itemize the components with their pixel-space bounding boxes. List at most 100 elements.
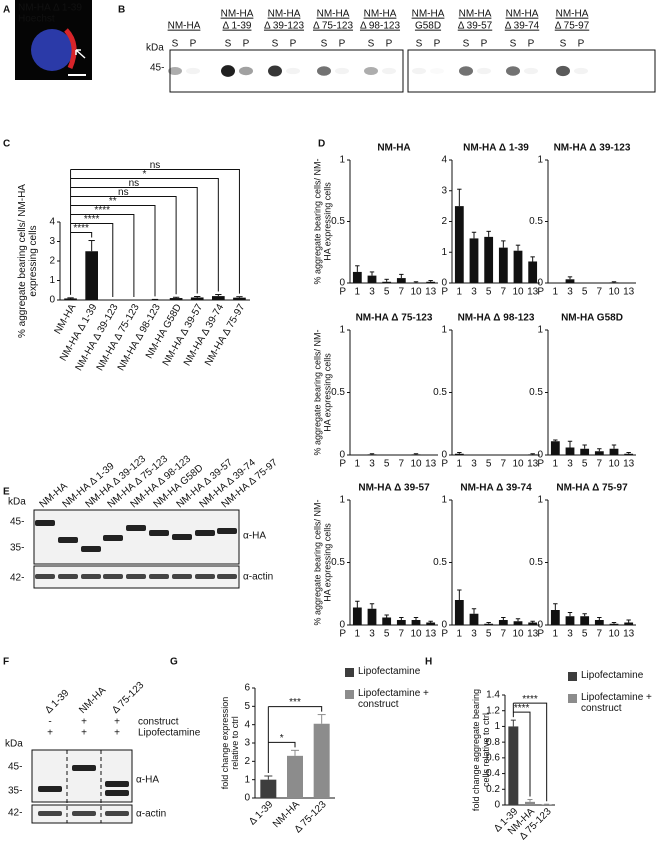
error-bar [567,440,573,448]
significance-label: **** [514,703,530,714]
panel-letter: H [425,657,432,668]
x-tick-label: 1 [457,629,463,640]
error-bar [355,265,360,272]
fraction-label: P [339,39,346,50]
lane-label: Δ 98-123 [360,21,400,32]
significance-bracket [70,223,114,297]
legend-label: Lipofectamine + construct [358,688,429,710]
bar [469,238,479,283]
chart-title: NM-HA Δ 39-74 [460,483,532,494]
y-tick-label: 0.4 [486,768,500,779]
legend-swatch [568,672,577,681]
significance-label: ns [150,160,161,171]
error-bar [457,188,462,207]
y-tick-label: 4 [244,719,250,730]
x-tick-label: 5 [486,459,492,470]
condition-label: construct [138,717,179,728]
chart-title: NM-HA Δ 98-123 [458,313,535,324]
error-bar [486,230,491,237]
x-tick-label: 10 [608,459,620,470]
x-tick-label: 13 [623,629,635,640]
significance-bracket [513,711,531,797]
panel-letter: A [3,5,10,16]
error-bar [88,240,95,252]
y-tick-label: 1 [537,325,543,336]
band [72,811,96,816]
bar [382,617,392,625]
x-tick-label: 3 [369,459,375,470]
bar [565,616,575,625]
x-tick-label: 10 [512,287,524,298]
blot [407,49,656,93]
bar [580,616,590,625]
bar [411,454,421,455]
y-tick-label: 1 [441,247,447,258]
y-tick-label: 0.5 [331,387,345,398]
significance-label: ns [129,178,140,189]
condition-label: Lipofectamine [138,728,201,739]
x-tick-label: 1 [553,459,559,470]
x-tick-label: 10 [410,629,422,640]
y-tick-label: 0.5 [433,387,447,398]
error-bar [264,775,273,780]
bar [513,250,523,283]
y-tick-label: 2 [49,256,55,267]
x-tick-label: 3 [369,287,375,298]
legend-label-box: Lipofectamine [358,666,420,677]
band [103,574,123,579]
x-axis-label: P [339,629,346,640]
bar [594,620,604,625]
stain-label: NM-HA Δ 1-39 [18,3,82,14]
band [286,67,300,75]
legend-label: Lipofectamine + construct [581,692,652,714]
bar [396,278,406,283]
y-tick-label: 0 [339,620,345,631]
chart-title: NM-HA G58D [561,313,623,324]
error-bar [553,439,558,442]
y-tick-label: 1 [49,275,55,286]
y-tick-label: 0.5 [331,557,345,568]
x-tick-label: 13 [623,287,635,298]
error-bar [369,453,375,455]
error-bar [582,444,587,449]
error-bar [317,714,326,724]
chart-title: NM-HA Δ 1-39 [463,143,529,154]
bar [260,779,277,798]
x-tick-label: 1 [553,287,559,298]
x-tick-label: 13 [527,459,539,470]
lane-label: Δ 75-97 [555,21,590,32]
band [217,574,237,579]
chart-title: NM-HA [377,143,410,154]
error-bar [399,273,404,279]
error-bar [413,453,419,455]
legend-label-box: Lipofectamine + construct [358,688,429,710]
y-tick-label: 2 [441,216,447,227]
error-bar [215,294,222,297]
fraction-label: S [172,39,179,50]
condition-sign: + [81,717,87,728]
band [412,67,426,75]
fraction-label: S [560,39,567,50]
x-tick-label: 5 [384,629,390,640]
error-bar [530,256,535,262]
bar [64,298,77,300]
panel-letter: B [118,5,125,16]
bar [313,723,330,798]
fraction-label: P [190,39,197,50]
lane-label: NM-HA [556,9,589,20]
panel-letter: D [318,139,325,150]
y-tick-label: 0.5 [331,216,345,227]
marker-label: 42- [10,573,24,584]
antibody-label: α-HA [136,775,159,786]
bar [233,297,246,300]
significance-bracket [70,232,93,238]
y-tick-label: 3 [244,738,250,749]
x-tick-label: 3 [567,459,573,470]
significance-bracket [268,741,296,748]
y-tick-label: 5 [244,701,250,712]
y-tick-label: 0 [49,295,55,306]
x-tick-label: 5 [582,459,588,470]
band [38,811,62,816]
y-tick-label: 0.5 [433,557,447,568]
y-tick-label: 0 [494,800,500,811]
